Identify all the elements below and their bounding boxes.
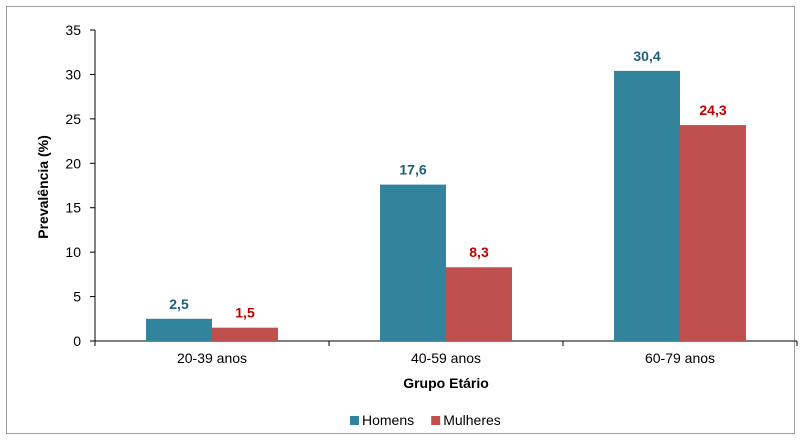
y-tick-label: 25: [65, 111, 81, 127]
bar-homens: [146, 318, 212, 341]
y-tick-label: 15: [65, 200, 81, 216]
y-tick-label: 5: [73, 289, 81, 305]
legend-swatch-homens: [350, 416, 359, 425]
plot-area: 0 5 10 15 20 25 30 35 20-39 anos 2,5 1,5 40-59 anos…: [65, 22, 798, 366]
y-tick-label: 20: [65, 155, 81, 171]
x-tick-label: 20-39 anos: [177, 350, 247, 366]
data-label: 2,5: [169, 296, 189, 312]
y-tick-label: 30: [65, 66, 81, 82]
y-tick-label: 0: [73, 333, 81, 349]
bar-mulheres: [446, 267, 512, 341]
bar-homens: [380, 184, 446, 341]
x-axis-title: Grupo Etário: [403, 375, 489, 391]
x-tick-label: 40-59 anos: [411, 350, 481, 366]
legend-label-homens: Homens: [362, 412, 414, 428]
legend-swatch-mulheres: [431, 416, 441, 425]
bar-homens: [614, 70, 680, 342]
data-label: 30,4: [633, 48, 660, 64]
data-label: 8,3: [469, 244, 489, 260]
y-axis-title: Prevalência (%): [35, 135, 51, 239]
bar-mulheres: [212, 327, 278, 341]
legend: Homens Mulheres: [350, 412, 501, 428]
y-tick-label: 35: [65, 22, 81, 38]
bar-mulheres: [680, 125, 746, 341]
legend-label-mulheres: Mulheres: [443, 412, 501, 428]
data-label: 17,6: [399, 162, 426, 178]
data-label: 1,5: [235, 305, 255, 321]
x-tick-label: 60-79 anos: [645, 350, 715, 366]
y-tick-label: 10: [65, 244, 81, 260]
data-label: 24,3: [699, 102, 726, 118]
